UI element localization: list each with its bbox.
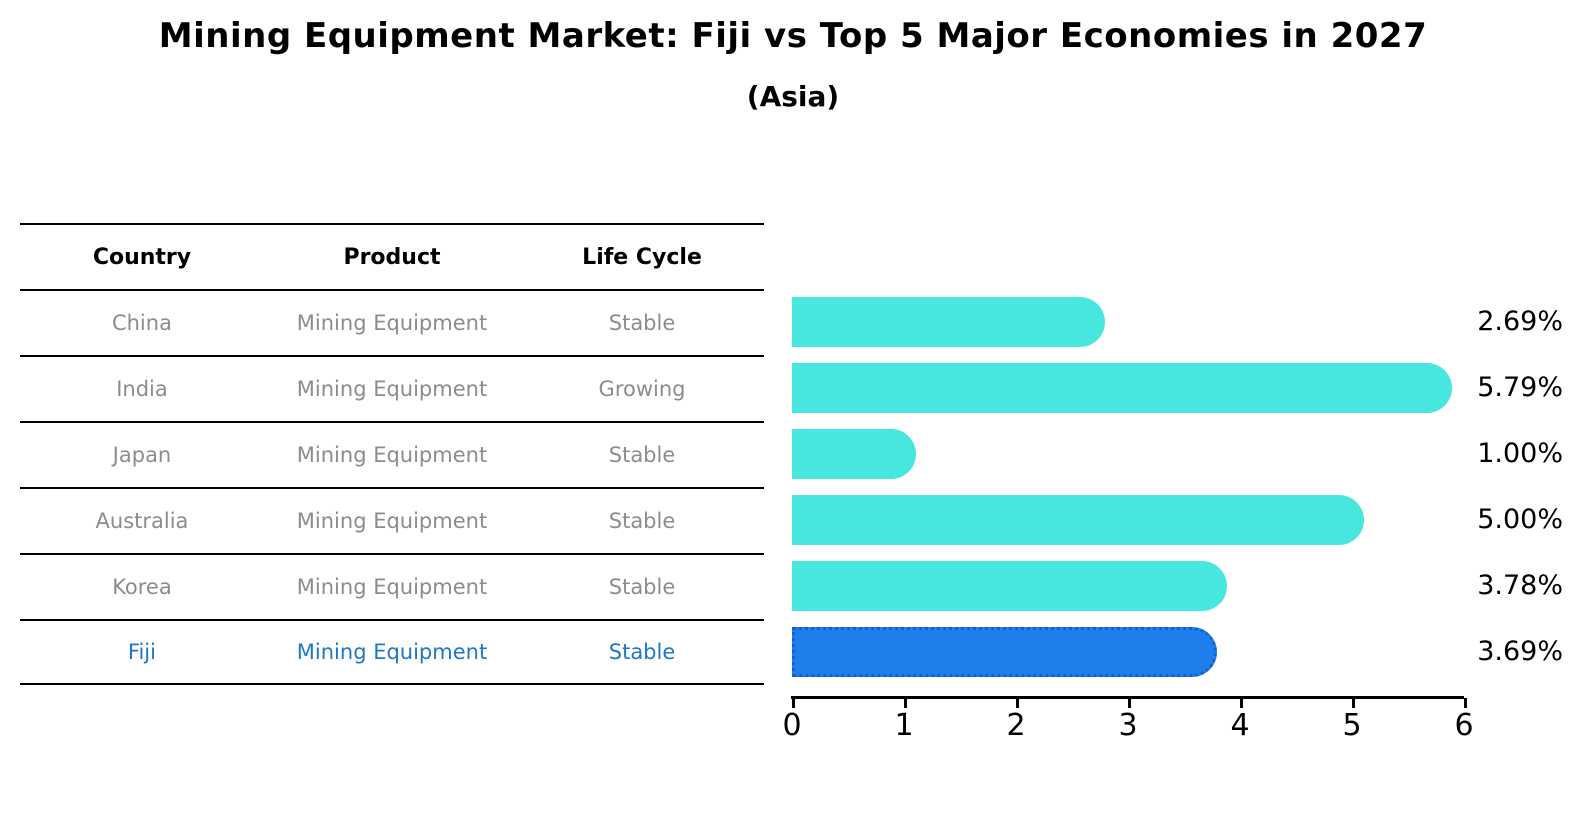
x-axis-tick — [1016, 698, 1019, 708]
table-row: Japan Mining Equipment Stable — [20, 421, 764, 487]
x-tick-label: 3 — [1118, 708, 1138, 743]
column-header-life-cycle: Life Cycle — [582, 244, 702, 270]
bar-india — [792, 363, 1453, 413]
bar-value-label: 5.00% — [1477, 504, 1563, 535]
life-cycle-cell: Stable — [608, 640, 676, 664]
bar-japan — [792, 429, 916, 479]
x-axis-tick — [1240, 698, 1243, 708]
product-cell: Mining Equipment — [296, 575, 488, 599]
bar-plot-area — [792, 223, 1464, 685]
x-axis-tick — [1352, 698, 1355, 708]
table-body: China Mining Equipment Stable India Mining E… — [20, 289, 764, 685]
table-header-row: Country Product Life Cycle — [20, 223, 764, 289]
bar-value-label: 2.69% — [1477, 306, 1563, 337]
country-cell: Fiji — [127, 640, 156, 664]
country-cell: China — [111, 311, 172, 335]
table-row: Australia Mining Equipment Stable — [20, 487, 764, 553]
bar-value-label: 3.69% — [1477, 636, 1563, 667]
bar-australia — [792, 495, 1364, 545]
bar-value-label: 1.00% — [1477, 438, 1563, 469]
x-axis-tick — [1464, 698, 1467, 708]
country-table: Country Product Life Cycle China Mining E… — [20, 223, 764, 685]
bar-value-label: 3.78% — [1477, 570, 1563, 601]
chart-subtitle: (Asia) — [746, 80, 840, 113]
x-axis-tick — [1128, 698, 1131, 708]
table-row: China Mining Equipment Stable — [20, 289, 764, 355]
product-cell: Mining Equipment — [296, 640, 488, 664]
table-row: Korea Mining Equipment Stable — [20, 553, 764, 619]
chart-title: Mining Equipment Market: Fiji vs Top 5 M… — [158, 16, 1428, 56]
life-cycle-cell: Stable — [608, 509, 676, 533]
x-tick-label: 2 — [1006, 708, 1026, 743]
bar-value-label: 5.79% — [1477, 372, 1563, 403]
x-tick-label: 4 — [1230, 708, 1250, 743]
x-tick-label: 5 — [1342, 708, 1362, 743]
product-cell: Mining Equipment — [296, 509, 488, 533]
x-tick-label: 0 — [782, 708, 802, 743]
table-row: India Mining Equipment Growing — [20, 355, 764, 421]
product-cell: Mining Equipment — [296, 311, 488, 335]
bar-korea — [792, 561, 1228, 611]
x-axis-line — [791, 696, 1464, 699]
life-cycle-cell: Growing — [598, 377, 686, 401]
product-cell: Mining Equipment — [296, 377, 488, 401]
x-tick-label: 1 — [894, 708, 914, 743]
life-cycle-cell: Stable — [608, 575, 676, 599]
table-row: Fiji Mining Equipment Stable — [20, 619, 764, 685]
x-axis-tick — [792, 698, 795, 708]
product-cell: Mining Equipment — [296, 443, 488, 467]
life-cycle-cell: Stable — [608, 443, 676, 467]
country-cell: India — [116, 377, 168, 401]
bar-fiji-highlighted — [792, 627, 1218, 677]
bar-china — [792, 297, 1106, 347]
country-cell: Japan — [112, 443, 172, 467]
country-cell: Korea — [112, 575, 172, 599]
column-header-product: Product — [343, 244, 441, 270]
country-cell: Australia — [95, 509, 189, 533]
column-header-country: Country — [92, 244, 192, 270]
life-cycle-cell: Stable — [608, 311, 676, 335]
x-tick-label: 6 — [1454, 708, 1474, 743]
x-axis-tick — [904, 698, 907, 708]
